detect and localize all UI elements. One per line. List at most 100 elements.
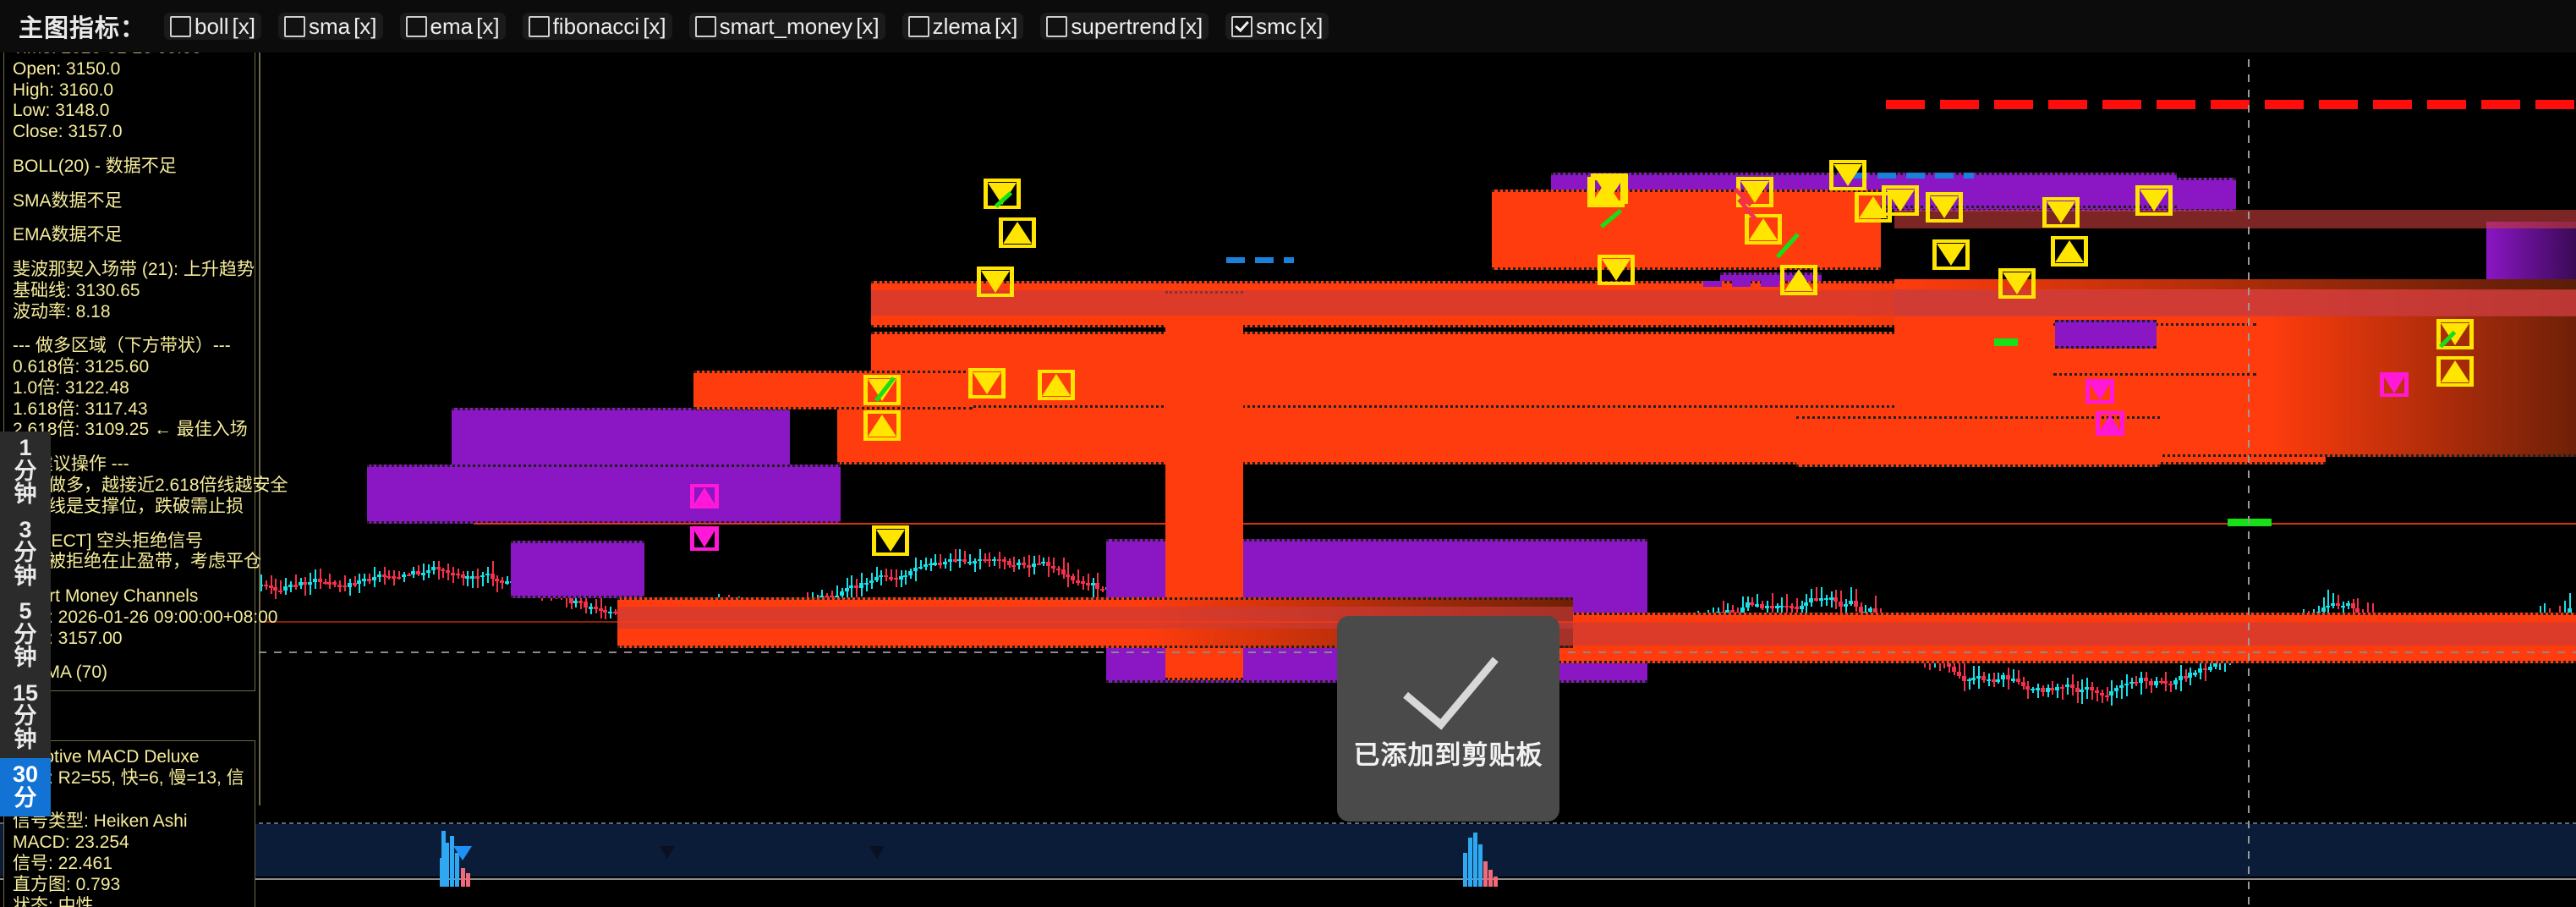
candle-body (362, 579, 367, 581)
candle-wick (1776, 602, 1779, 620)
checkbox-zlema-icon[interactable] (907, 15, 929, 37)
timeframe-rail[interactable]: 1 分钟 3 分钟 5 分钟 15 分钟 30 分 (0, 432, 51, 817)
bearish-signal-marker (693, 530, 715, 547)
candle-body (1755, 604, 1760, 607)
timeframe-label: 分 (14, 621, 37, 647)
macd-value: MACD: 23.254 (13, 832, 129, 852)
candle-body (1779, 605, 1784, 608)
candle-body (441, 569, 446, 572)
resistance-dashed-line (1886, 100, 2576, 109)
candle-wick (2017, 670, 2020, 685)
candle-body (401, 574, 406, 578)
candle-body (997, 558, 1001, 562)
indicator-label-boll: boll (195, 14, 229, 39)
candle-wick (1800, 600, 1803, 619)
signal-bracket (2436, 356, 2474, 387)
candle-body (967, 561, 973, 564)
info-fib-baseline: 基础线: 3130.65 (13, 280, 140, 300)
candle-body (1991, 679, 1996, 682)
candle-body (263, 584, 268, 587)
order-block-fade (1894, 279, 2576, 289)
chart-canvas[interactable] (0, 44, 2576, 907)
candle-body (337, 585, 343, 587)
bearish-signal-marker (981, 271, 1010, 293)
remove-sma-button[interactable]: [x] (354, 14, 377, 39)
checkbox-sma-icon[interactable] (283, 15, 305, 37)
remove-supertrend-button[interactable]: [x] (1179, 14, 1203, 39)
candle-body (1804, 602, 1809, 606)
candle-wick (1958, 657, 1960, 679)
indicator-label-fibonacci: fibonacci (552, 14, 640, 39)
candle-body (495, 579, 500, 581)
candle-wick (940, 553, 942, 569)
candle-body (465, 576, 470, 579)
timeframe-button-30分[interactable]: 30 分 (0, 758, 51, 817)
candle-wick (452, 567, 454, 584)
indicator-toggle-fibonacci[interactable]: fibonacci [x] (522, 13, 672, 40)
checkbox-smart_money-icon[interactable] (694, 15, 716, 37)
remove-smc-button[interactable]: [x] (1299, 14, 1324, 39)
bearish-signal-marker (2003, 272, 2031, 294)
candle-body (854, 585, 859, 588)
remove-smart_money-button[interactable]: [x] (856, 14, 880, 39)
timeframe-label: 钟 (14, 645, 37, 671)
timeframe-button-15分[interactable]: 15 分钟 (0, 676, 51, 759)
candle-wick (2332, 592, 2335, 609)
macd-histogram-bar (466, 873, 470, 887)
candle-wick (324, 579, 326, 585)
checkbox-smc-icon[interactable] (1231, 15, 1253, 37)
remove-ema-button[interactable]: [x] (476, 14, 500, 39)
order-block-midline (1422, 622, 2576, 646)
candle-body (2050, 687, 2055, 691)
info-fib-2618: 2.618倍: 3109.25 ← 最佳入场 (13, 420, 248, 440)
indicator-toggle-ema[interactable]: ema [x] (399, 13, 506, 40)
macd-zero-dotted (0, 822, 2576, 825)
candle-wick (397, 571, 400, 580)
candle-body (825, 596, 830, 598)
indicator-label-zlema: zlema (932, 14, 991, 39)
candle-body (863, 582, 869, 585)
candle-body (505, 581, 509, 584)
candle-body (2055, 686, 2060, 691)
checkbox-boll-icon[interactable] (170, 15, 192, 37)
candle-body (1872, 608, 1877, 615)
price-level-line (474, 523, 2576, 525)
signal-bracket (2436, 319, 2474, 349)
candle-body (2090, 687, 2095, 691)
signal-bracket (968, 368, 1006, 399)
candle-body (1947, 662, 1952, 667)
checkbox-fibonacci-icon[interactable] (528, 15, 550, 37)
checkbox-supertrend-icon[interactable] (1046, 15, 1068, 37)
candle-wick (919, 560, 922, 569)
indicator-toggle-boll[interactable]: boll [x] (164, 13, 261, 40)
candle-body (500, 580, 505, 583)
indicator-toggle-sma[interactable]: sma [x] (277, 13, 383, 40)
indicator-toggle-smart_money[interactable]: smart_money [x] (688, 13, 885, 40)
indicator-toggle-smc[interactable]: smc [x] (1225, 13, 1329, 40)
signal-bracket (690, 484, 719, 508)
candle-body (1764, 605, 1769, 608)
signal-bracket (2380, 372, 2409, 397)
indicator-toggle-zlema[interactable]: zlema [x] (902, 13, 1024, 40)
candle-body (1080, 581, 1085, 584)
signal-bracket (1926, 192, 1963, 223)
macd-volume-pane[interactable] (0, 805, 2576, 907)
candle-body (317, 579, 322, 582)
candle-body (2355, 607, 2360, 615)
candle-wick (1087, 573, 1089, 591)
candle-body (908, 570, 913, 575)
checkbox-ema-icon[interactable] (405, 15, 427, 37)
remove-fibonacci-button[interactable]: [x] (643, 14, 666, 39)
candle-body (933, 563, 938, 565)
candle-body (2060, 686, 2065, 690)
remove-zlema-button[interactable]: [x] (994, 14, 1018, 39)
candle-body (1041, 561, 1046, 564)
remove-boll-button[interactable]: [x] (232, 14, 255, 39)
indicator-toggle-supertrend[interactable]: supertrend [x] (1040, 13, 1209, 40)
price-pane[interactable] (0, 44, 2576, 805)
candle-body (2118, 685, 2124, 688)
candle-body (977, 558, 982, 562)
